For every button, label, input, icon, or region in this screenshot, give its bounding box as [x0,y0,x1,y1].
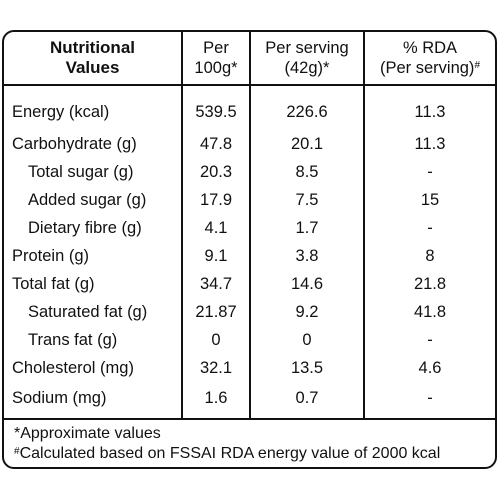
value-per-serving: 20.1 [249,130,364,158]
nutrition-table: Nutritional Values Per 100g* Per serving… [4,32,495,418]
nutrient-label: Dietary fibre (g) [28,218,142,237]
footnote-approximate: *Approximate values [14,425,161,442]
footnote-rda-mark: # [14,446,20,457]
nutrient-label: Saturated fat (g) [28,302,148,321]
footnote-rda-basis: #Calculated based on FSSAI RDA energy va… [14,444,485,464]
value-per-serving: 13.5 [249,354,364,382]
value-per-100g: 32.1 [181,354,250,382]
value-rda: 4.6 [363,354,495,382]
header-col4-mark: # [474,60,480,71]
value-rda: 41.8 [363,298,495,326]
nutrient-label: Total fat (g) [12,274,95,293]
value-per-100g: 4.1 [181,214,250,242]
value-per-serving: 0 [249,326,364,354]
value-per-100g: 21.87 [181,298,250,326]
value-per-100g: 20.3 [181,158,250,186]
table-row: Added sugar (g) 17.9 7.5 15 [4,186,495,214]
value-per-100g: 17.9 [181,186,250,214]
nutrition-facts-panel: Nutritional Values Per 100g* Per serving… [2,30,497,469]
value-per-100g: 539.5 [181,85,250,130]
value-rda: 11.3 [363,130,495,158]
table-row: Trans fat (g) 0 0 - [4,326,495,354]
header-col2-line1: Per [203,39,229,57]
header-col3-line2: (42g)* [284,59,330,77]
value-per-serving: 9.2 [249,298,364,326]
table-row: Saturated fat (g) 21.87 9.2 41.8 [4,298,495,326]
header-rda: % RDA (Per serving)# [363,32,495,85]
header-nutritional-values: Nutritional Values [4,32,182,85]
nutrient-label: Protein (g) [12,246,90,265]
table-row: Energy (kcal) 539.5 226.6 11.3 [4,85,495,130]
value-per-100g: 47.8 [181,130,250,158]
nutrient-label: Added sugar (g) [28,190,147,209]
header-per-serving: Per serving (42g)* [249,32,364,85]
value-rda: - [363,214,495,242]
header-col3-line1: Per serving [265,39,349,57]
value-per-serving: 226.6 [249,85,364,130]
header-per-100g: Per 100g* [181,32,250,85]
nutrient-label: Total sugar (g) [28,162,134,181]
value-per-serving: 0.7 [249,382,364,418]
value-per-serving: 8.5 [249,158,364,186]
header-col4-line1: % RDA [402,39,458,57]
footnotes: *Approximate values #Calculated based on… [4,418,495,466]
nutrient-label: Cholesterol (mg) [12,358,134,377]
header-col1-line2: Values [65,58,120,77]
nutrient-label: Carbohydrate (g) [12,134,137,153]
header-col2-line2: 100g* [194,59,238,77]
value-per-100g: 34.7 [181,270,250,298]
table-header-row: Nutritional Values Per 100g* Per serving… [4,32,495,85]
value-rda: - [363,326,495,354]
table-row: Carbohydrate (g) 47.8 20.1 11.3 [4,130,495,158]
header-col1-line1: Nutritional [50,38,135,57]
table-row: Protein (g) 9.1 3.8 8 [4,242,495,270]
table-row: Total sugar (g) 20.3 8.5 - [4,158,495,186]
value-per-serving: 7.5 [249,186,364,214]
value-rda: 21.8 [363,270,495,298]
footnote-rda-text: Calculated based on FSSAI RDA energy val… [19,445,441,462]
value-rda: 8 [363,242,495,270]
value-rda: 15 [363,186,495,214]
value-per-serving: 14.6 [249,270,364,298]
value-per-100g: 0 [181,326,250,354]
nutrient-label: Trans fat (g) [28,330,118,349]
table-row: Sodium (mg) 1.6 0.7 - [4,382,495,418]
nutrient-label: Energy (kcal) [12,102,110,121]
value-rda: 11.3 [363,85,495,130]
table-row: Cholesterol (mg) 32.1 13.5 4.6 [4,354,495,382]
value-per-serving: 1.7 [249,214,364,242]
value-per-100g: 9.1 [181,242,250,270]
header-col4-line2: (Per serving) [379,59,475,77]
table-row: Dietary fibre (g) 4.1 1.7 - [4,214,495,242]
value-rda: - [363,158,495,186]
value-per-serving: 3.8 [249,242,364,270]
table-row: Total fat (g) 34.7 14.6 21.8 [4,270,495,298]
value-rda: - [363,382,495,418]
nutrient-label: Sodium (mg) [12,388,107,407]
value-per-100g: 1.6 [181,382,250,418]
